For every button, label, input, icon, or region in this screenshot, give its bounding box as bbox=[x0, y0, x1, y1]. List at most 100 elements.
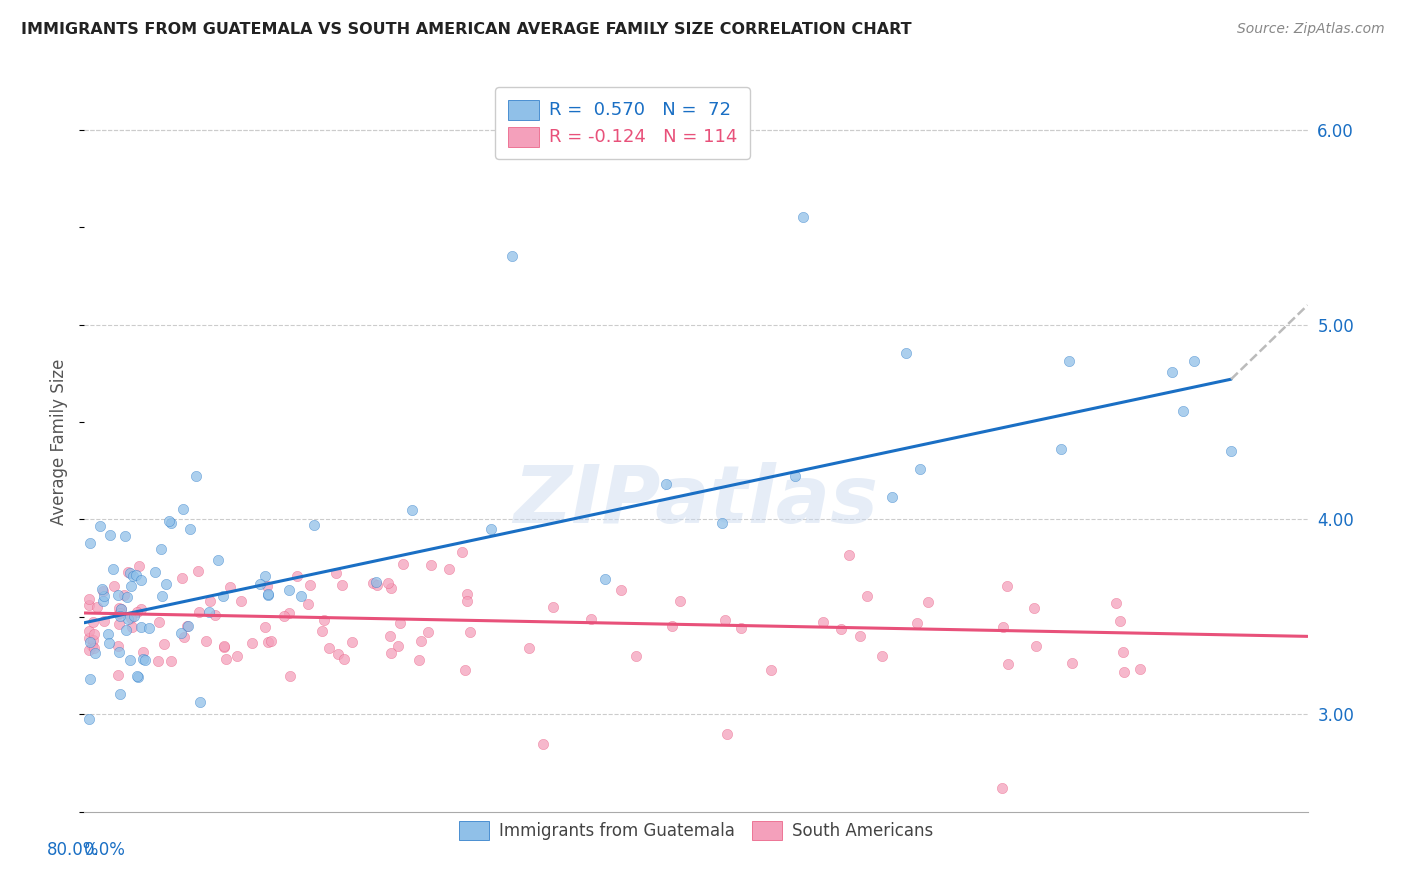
Point bbox=[101, 562, 124, 576]
Point bbox=[256, 587, 278, 601]
Point bbox=[160, 655, 183, 669]
Point bbox=[456, 587, 478, 601]
Point bbox=[593, 573, 616, 587]
Point bbox=[908, 461, 931, 475]
Point bbox=[176, 619, 198, 633]
Point bbox=[90, 582, 112, 596]
Point bbox=[458, 624, 481, 639]
Point bbox=[204, 607, 226, 622]
Point bbox=[1108, 614, 1130, 628]
Point bbox=[93, 615, 115, 629]
Point bbox=[1129, 662, 1152, 676]
Point bbox=[83, 640, 105, 655]
Point bbox=[257, 588, 280, 602]
Text: ZIPatlas: ZIPatlas bbox=[513, 462, 879, 540]
Point bbox=[411, 634, 433, 648]
Point bbox=[186, 468, 208, 483]
Point bbox=[82, 615, 104, 630]
Point bbox=[77, 631, 100, 645]
Point bbox=[830, 622, 852, 636]
Point bbox=[388, 615, 411, 630]
Point bbox=[880, 491, 903, 505]
Point bbox=[121, 569, 143, 583]
Point bbox=[378, 629, 401, 643]
Point bbox=[83, 627, 105, 641]
Point bbox=[176, 619, 198, 633]
Point bbox=[917, 595, 939, 609]
Point bbox=[408, 653, 430, 667]
Point bbox=[997, 657, 1019, 672]
Point bbox=[148, 615, 170, 629]
Point bbox=[318, 641, 340, 656]
Point bbox=[77, 598, 100, 612]
Point bbox=[333, 651, 356, 665]
Point bbox=[579, 612, 602, 626]
Point bbox=[229, 594, 252, 608]
Point bbox=[326, 647, 349, 661]
Point bbox=[215, 652, 238, 666]
Point bbox=[531, 737, 554, 751]
Point bbox=[82, 632, 104, 647]
Point bbox=[207, 552, 229, 566]
Point bbox=[120, 579, 142, 593]
Point bbox=[314, 613, 336, 627]
Point bbox=[153, 637, 176, 651]
Point bbox=[89, 518, 111, 533]
Point bbox=[172, 502, 194, 516]
Point bbox=[479, 522, 502, 536]
Point bbox=[127, 669, 149, 683]
Text: 80.0%: 80.0% bbox=[48, 841, 100, 859]
Point bbox=[502, 250, 524, 264]
Point bbox=[1105, 596, 1128, 610]
Point bbox=[77, 624, 100, 638]
Point bbox=[870, 648, 893, 663]
Point bbox=[128, 559, 150, 574]
Point bbox=[155, 577, 177, 591]
Point bbox=[170, 571, 193, 585]
Point bbox=[132, 651, 155, 665]
Point bbox=[120, 611, 142, 625]
Point bbox=[1220, 444, 1243, 458]
Point bbox=[134, 653, 156, 667]
Point bbox=[129, 573, 152, 587]
Point bbox=[456, 594, 478, 608]
Point bbox=[894, 346, 917, 360]
Point bbox=[77, 591, 100, 606]
Point bbox=[179, 523, 201, 537]
Point bbox=[254, 620, 277, 634]
Point bbox=[418, 625, 440, 640]
Point bbox=[157, 514, 180, 528]
Point bbox=[451, 545, 474, 559]
Point bbox=[856, 590, 879, 604]
Point bbox=[280, 669, 302, 683]
Point bbox=[257, 635, 280, 649]
Point bbox=[173, 631, 195, 645]
Point bbox=[114, 529, 136, 543]
Point bbox=[79, 672, 101, 686]
Point bbox=[98, 528, 121, 542]
Point bbox=[108, 606, 131, 620]
Point bbox=[299, 578, 322, 592]
Point bbox=[1062, 656, 1084, 670]
Point bbox=[143, 565, 166, 579]
Point bbox=[112, 588, 135, 602]
Point bbox=[366, 578, 388, 592]
Point bbox=[838, 548, 860, 562]
Point bbox=[273, 609, 295, 624]
Point bbox=[108, 687, 131, 701]
Point bbox=[278, 606, 301, 620]
Point bbox=[1022, 601, 1045, 615]
Point bbox=[98, 636, 121, 650]
Point bbox=[290, 590, 312, 604]
Y-axis label: Average Family Size: Average Family Size bbox=[51, 359, 69, 524]
Point bbox=[991, 620, 1014, 634]
Point bbox=[340, 635, 363, 649]
Point bbox=[517, 641, 540, 656]
Point bbox=[285, 569, 308, 583]
Point bbox=[792, 211, 814, 225]
Point bbox=[188, 695, 211, 709]
Point bbox=[91, 584, 114, 599]
Point bbox=[714, 613, 737, 627]
Point bbox=[107, 588, 129, 602]
Point bbox=[380, 646, 402, 660]
